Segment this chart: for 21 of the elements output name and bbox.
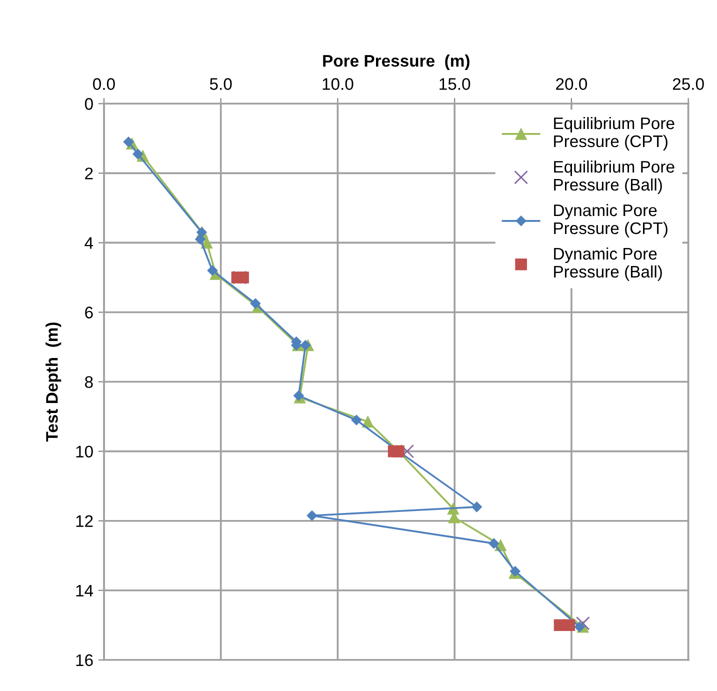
y-axis-title: Test Depth (m) <box>46 322 62 442</box>
y-tick-label: 12 <box>76 515 93 527</box>
legend-label: Dynamic Pore Pressure (CPT) <box>554 204 668 238</box>
x-axis-title: Pore Pressure (m) <box>323 54 470 70</box>
x-tick-label: 5.0 <box>210 78 232 90</box>
x-tick-label: 0.0 <box>93 78 115 90</box>
y-tick-label: 0 <box>84 98 93 110</box>
y-tick-label: 6 <box>85 306 93 318</box>
x-tick-label: 15.0 <box>440 78 470 90</box>
x-tick-label: 20.0 <box>556 78 588 90</box>
y-tick-label: 2 <box>85 168 93 180</box>
legend-label: Equilibrium Pore Pressure (Ball) <box>554 160 674 194</box>
legend-label: Dynamic Pore Pressure (Ball) <box>554 247 662 281</box>
y-tick-label: 8 <box>85 376 93 388</box>
legend-label: Equilibrium Pore Pressure (CPT) <box>554 116 674 150</box>
x-tick-label: 25.0 <box>672 78 704 90</box>
y-tick-label: 10 <box>76 446 93 458</box>
x-tick-label: 10.0 <box>322 78 354 90</box>
y-tick-label: 16 <box>76 654 93 666</box>
y-tick-label: 14 <box>76 584 94 596</box>
y-tick-label: 4 <box>84 237 94 249</box>
